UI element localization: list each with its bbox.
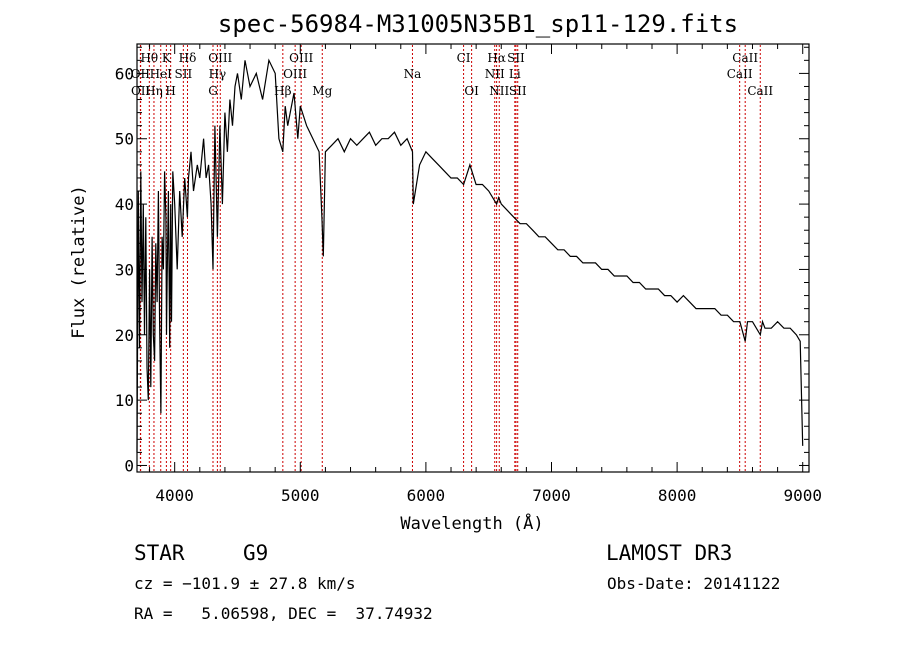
line-marker-label: SII	[507, 51, 525, 65]
line-marker-label: OI	[464, 84, 479, 98]
line-marker-label: OII	[131, 84, 151, 98]
line-marker-label: Mg	[312, 84, 332, 98]
x-tick-label: 4000	[155, 486, 194, 505]
y-tick-label: 10	[115, 391, 134, 410]
line-marker-label: OIII	[283, 67, 307, 81]
x-axis-label: Wavelength (Å)	[400, 512, 543, 534]
y-tick-label: 50	[115, 130, 134, 149]
line-marker-label: Hβ	[274, 84, 291, 98]
y-tick-label: 30	[115, 260, 134, 279]
line-marker-label: H	[165, 84, 175, 98]
line-marker-label: Hα	[487, 51, 506, 65]
line-marker-label: NII	[485, 67, 505, 81]
object-class: STAR	[134, 541, 185, 565]
x-tick-label: 9000	[783, 486, 822, 505]
line-marker-label: OII	[131, 67, 151, 81]
line-marker-label: CaII	[727, 67, 753, 81]
coordinates: RA = 5.06598, DEC = 37.74932	[134, 604, 433, 623]
x-tick-label: 7000	[532, 486, 571, 505]
redshift-velocity: cz = −101.9 ± 27.8 km/s	[134, 574, 356, 593]
chart-title: spec-56984-M31005N35B1_sp11-129.fits	[218, 10, 738, 38]
line-marker-label: Hγ	[209, 67, 227, 81]
line-marker-label: CI	[457, 51, 471, 65]
survey-name: LAMOST DR3	[606, 541, 732, 565]
line-marker-label: Li	[509, 67, 521, 81]
y-tick-label: 40	[115, 195, 134, 214]
x-tick-label: 8000	[658, 486, 697, 505]
line-marker-label: CaII	[747, 84, 773, 98]
x-axis: 4000 5000 6000 7000 8000 9000	[149, 44, 822, 505]
line-marker-label: SII	[174, 67, 192, 81]
observation-date: Obs-Date: 20141122	[607, 574, 780, 593]
y-tick-label: 60	[115, 64, 134, 83]
x-tick-label: 6000	[407, 486, 446, 505]
line-marker-label: Na	[404, 67, 422, 81]
line-marker-label: SII	[509, 84, 527, 98]
spectrum-line	[136, 58, 804, 453]
y-axis: 0 10 20 30 40 50 60	[115, 46, 809, 475]
y-axis-label: Flux (relative)	[69, 185, 89, 339]
plot-frame	[136, 43, 810, 473]
x-tick-label: 5000	[281, 486, 320, 505]
line-marker-label: Hθ	[140, 51, 158, 65]
line-marker-label: NII	[489, 84, 509, 98]
line-marker-label: CaII	[732, 51, 758, 65]
line-marker-label: G	[208, 84, 218, 98]
y-tick-label: 0	[124, 456, 134, 475]
line-marker-label: OIII	[208, 51, 232, 65]
y-tick-label: 20	[115, 326, 134, 345]
line-marker-label: Hδ	[179, 51, 197, 65]
line-marker-label: OIII	[289, 51, 313, 65]
line-marker-label: K	[162, 51, 172, 65]
object-subclass: G9	[243, 541, 268, 565]
line-marker-label: Hη	[145, 84, 163, 98]
line-marker-label: HeI	[150, 67, 173, 81]
